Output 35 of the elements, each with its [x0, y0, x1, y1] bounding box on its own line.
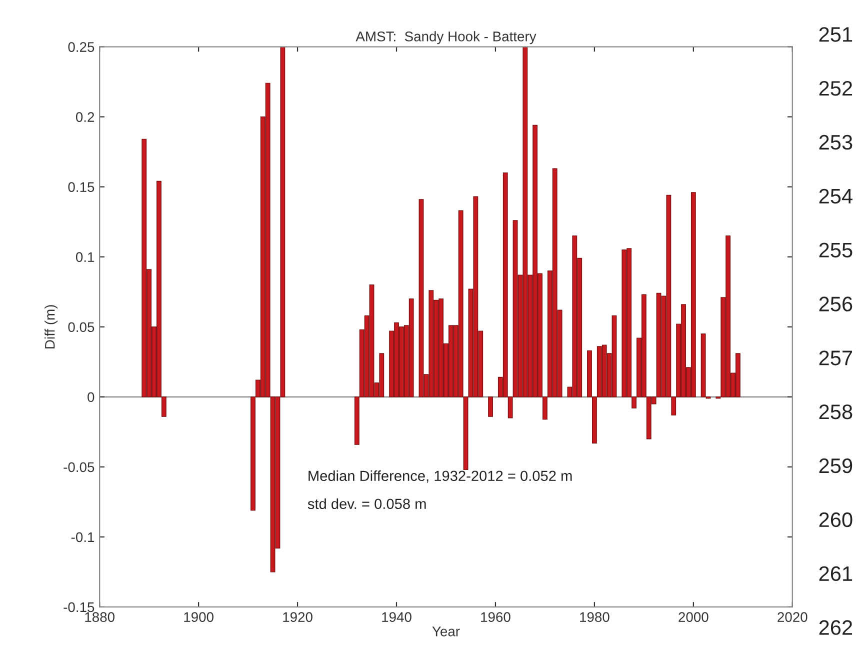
text: 259: [819, 458, 852, 474]
text: 257: [819, 350, 852, 366]
y-tick-label: -0.1: [71, 532, 94, 542]
x-tick-label: 2020: [778, 612, 808, 622]
text: 260: [819, 512, 852, 528]
text: 252: [819, 81, 852, 96]
x-tick-label: 1940: [382, 612, 412, 622]
text: 255: [819, 242, 852, 258]
x-tick-label: 1900: [184, 612, 214, 622]
y-tick-label: -0.05: [64, 462, 94, 472]
x-axis-title: Year: [432, 626, 460, 636]
bar: [488, 396, 493, 417]
x-tick-label: 1920: [283, 612, 312, 622]
x-tick-label: 1980: [580, 612, 610, 622]
text: 251: [819, 27, 852, 42]
y-tick-label: 0.1: [76, 252, 94, 262]
x-tick-label: 1960: [481, 612, 510, 622]
y-tick-label: 0.2: [76, 112, 94, 122]
x-tick-label: 1880: [85, 612, 114, 622]
x-tick-label: 2000: [678, 612, 708, 622]
text: 261: [819, 566, 852, 582]
y-tick-label: 0: [88, 392, 94, 402]
y-tick-label: -0.15: [64, 602, 94, 612]
text: 253: [819, 134, 852, 150]
annotation: std dev. = 0.058 m: [308, 498, 426, 510]
y-tick-label: 0.15: [68, 182, 94, 192]
annotation: Median Difference, 1932-2012 = 0.052 m: [308, 470, 572, 483]
text: 258: [819, 404, 852, 420]
y-tick-label: 0.05: [68, 322, 94, 332]
y-axis-title: Diff (m): [44, 305, 58, 348]
chart-title: AMST: Sandy Hook - Battery: [356, 31, 536, 44]
y-tick-label: 0.25: [68, 42, 94, 52]
text: 256: [819, 296, 852, 312]
text: 254: [819, 188, 852, 204]
text: 262: [819, 620, 852, 635]
